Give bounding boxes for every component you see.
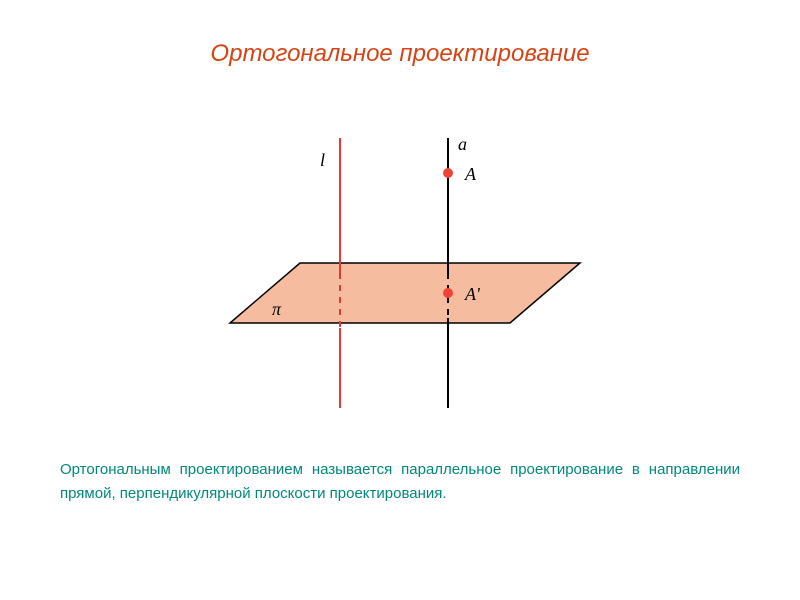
definition-text: Ортогональным проектированием называется… — [0, 418, 800, 506]
title-text: Ортогональное проектирование — [210, 40, 589, 67]
line-l-label: l — [320, 150, 325, 170]
diagram-container: π A' Al a — [190, 118, 610, 418]
point-a-label: A — [464, 164, 477, 184]
projection-plane — [230, 263, 580, 323]
plane-label: π — [272, 299, 282, 319]
point-a-prime-label: A' — [464, 284, 481, 304]
line-a-label: a — [458, 134, 467, 154]
point-a — [443, 168, 453, 178]
projection-diagram: π A' Al a — [190, 118, 610, 418]
point-a-prime — [443, 288, 453, 298]
page-title: Ортогональное проектирование — [0, 0, 800, 68]
definition-part2: перпендикулярной плоскости проектировани… — [120, 485, 447, 502]
